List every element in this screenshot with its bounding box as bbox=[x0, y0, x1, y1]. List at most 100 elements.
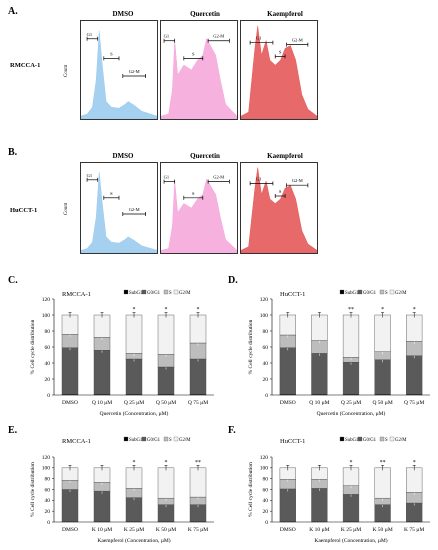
histogram-plot: G1 S G2-M bbox=[161, 34, 237, 119]
bar-segment-g0g1 bbox=[125, 358, 143, 395]
y-tick-label: 60 bbox=[45, 345, 51, 351]
bar-segment-g0g1 bbox=[189, 358, 207, 395]
chart-title: HuCCT-1 bbox=[280, 438, 305, 445]
x-tick-label: K 25 µM bbox=[124, 527, 144, 533]
y-tick-label: 20 bbox=[263, 509, 269, 515]
histogram-plot: G1 S G2-M bbox=[81, 30, 157, 119]
significance-marker: * bbox=[381, 307, 384, 313]
y-axis-label: % Cell cycle distribution bbox=[30, 462, 36, 517]
bar-segment-g0g1 bbox=[93, 349, 111, 395]
bar-segment-g2m bbox=[157, 314, 175, 355]
x-tick-label: DMSO bbox=[62, 527, 78, 533]
x-axis-label: Kaempferol (Concentration, µM) bbox=[97, 537, 170, 544]
y-tick-label: 120 bbox=[42, 455, 51, 461]
legend-swatch-1 bbox=[357, 289, 363, 295]
row-label-hucct1: HuCCT-1 bbox=[10, 207, 38, 214]
y-tick-label: 60 bbox=[263, 345, 269, 351]
legend-label-0: SubG1 bbox=[345, 438, 359, 443]
histogram-plot: G1 S G2-M bbox=[161, 175, 237, 253]
gate-label-g2m: G2-M bbox=[292, 38, 303, 43]
y-tick-label: 40 bbox=[263, 498, 269, 504]
bar-segment-g0g1 bbox=[125, 497, 143, 522]
legend-label-2: S bbox=[385, 291, 388, 296]
bar-segment-g2m bbox=[406, 314, 423, 342]
significance-marker: * bbox=[413, 307, 416, 313]
bar-segment-g2m bbox=[374, 314, 391, 352]
y-tick-label: 20 bbox=[263, 377, 269, 383]
significance-marker: * bbox=[133, 460, 136, 466]
significance-marker: * bbox=[165, 307, 168, 313]
y-tick-label: 100 bbox=[260, 466, 269, 472]
bar-segment-g2m bbox=[189, 314, 207, 344]
legend-swatch-0 bbox=[339, 436, 345, 442]
column-title-kaempferol-b: Kaempferol bbox=[267, 152, 303, 160]
chart-title: RMCCA-1 bbox=[62, 291, 91, 298]
bar-segment-g0g1 bbox=[406, 355, 423, 395]
column-title-kaempferol: Kaempferol bbox=[267, 10, 303, 18]
count-axis-label: Count bbox=[64, 64, 69, 77]
histogram-plot: G1 S G2-M bbox=[241, 25, 317, 119]
gate-label-s: S bbox=[279, 189, 282, 194]
gate-label-g1: G1 bbox=[87, 32, 93, 37]
y-axis-label: % Cell cycle distribution bbox=[248, 462, 254, 517]
x-tick-label: Q 75 µM bbox=[404, 400, 424, 406]
bar-segment-g0g1 bbox=[157, 504, 175, 522]
y-tick-label: 80 bbox=[45, 329, 51, 335]
gate-label-s: S bbox=[110, 51, 113, 56]
bar-segment-g0g1 bbox=[342, 361, 360, 395]
legend-swatch-3 bbox=[173, 289, 179, 295]
legend-label-1: G0/G1 bbox=[363, 291, 377, 296]
histogram-quercetin-row2: G1 S G2-M bbox=[160, 162, 238, 254]
gate-label-g2m: G2-M bbox=[213, 175, 224, 180]
significance-marker: ** bbox=[348, 307, 354, 313]
y-tick-label: 0 bbox=[265, 520, 268, 526]
x-tick-label: Q 50 µM bbox=[372, 400, 392, 406]
x-tick-label: DMSO bbox=[280, 400, 296, 406]
legend-label-1: G0/G1 bbox=[147, 438, 161, 443]
gate-label-g1: G1 bbox=[256, 36, 261, 41]
x-tick-label: Q 25 µM bbox=[341, 400, 361, 406]
y-tick-label: 0 bbox=[47, 393, 50, 399]
y-axis-label: % Cell cycle distribution bbox=[30, 319, 36, 374]
significance-marker: * bbox=[413, 460, 416, 466]
y-tick-label: 0 bbox=[265, 393, 268, 399]
y-tick-label: 0 bbox=[47, 520, 50, 526]
legend-swatch-1 bbox=[141, 436, 147, 442]
y-tick-label: 80 bbox=[263, 476, 269, 482]
significance-marker: * bbox=[350, 460, 353, 466]
gate-label-g1: G1 bbox=[164, 34, 170, 39]
histogram-quercetin-row1: G1 S G2-M bbox=[160, 20, 238, 120]
bar-segment-g0g1 bbox=[374, 504, 391, 522]
gate-label-g1: G1 bbox=[87, 173, 93, 178]
x-tick-label: Q 25 µM bbox=[124, 400, 144, 406]
gate-label-g2m: G2-M bbox=[129, 69, 140, 74]
panel-letter-f: F. bbox=[228, 425, 236, 436]
significance-marker: ** bbox=[195, 460, 201, 466]
y-tick-label: 60 bbox=[263, 487, 269, 493]
y-tick-label: 40 bbox=[263, 361, 269, 367]
y-tick-label: 20 bbox=[45, 377, 51, 383]
bar-segment-g0g1 bbox=[374, 359, 391, 395]
x-tick-label: Q 10 µM bbox=[309, 400, 329, 406]
bar-segment-g0g1 bbox=[157, 366, 175, 395]
bar-segment-g0g1 bbox=[279, 488, 296, 522]
legend-label-3: G2/M bbox=[179, 438, 191, 443]
column-title-quercetin-b: Quercetin bbox=[190, 152, 220, 160]
panel-letter-b: B. bbox=[8, 147, 18, 158]
legend-label-1: G0/G1 bbox=[363, 438, 377, 443]
y-tick-label: 120 bbox=[260, 297, 269, 303]
x-tick-label: K 10 µM bbox=[92, 527, 112, 533]
gate-label-g2m: G2-M bbox=[292, 178, 303, 183]
column-title-dmso: DMSO bbox=[112, 10, 134, 18]
histogram-dmso-row1: G1 S G2-M bbox=[80, 20, 158, 120]
count-axis-label-b: Count bbox=[64, 202, 69, 215]
bar-segment-g2m bbox=[342, 467, 360, 486]
bar-segment-g0g1 bbox=[189, 504, 207, 522]
gate-label-g1: G1 bbox=[256, 176, 261, 181]
bar-segment-g2m bbox=[189, 467, 207, 498]
histogram-plot: G1 S G2-M bbox=[241, 167, 317, 253]
legend-swatch-0 bbox=[339, 289, 345, 295]
y-tick-label: 80 bbox=[263, 329, 269, 335]
legend-swatch-0 bbox=[123, 289, 129, 295]
histogram-fill bbox=[241, 25, 317, 119]
